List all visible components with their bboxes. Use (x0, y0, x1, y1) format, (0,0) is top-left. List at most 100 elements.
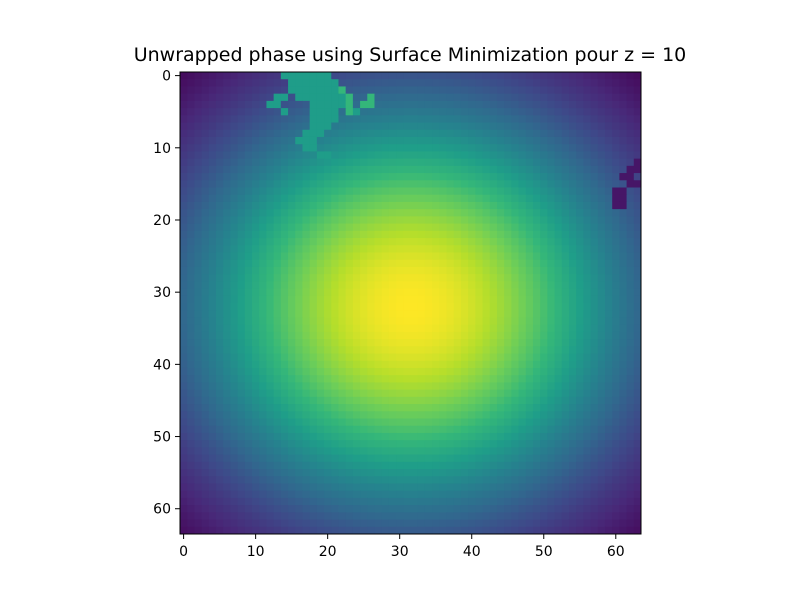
heatmap-cell (633, 432, 642, 441)
heatmap-cell (583, 245, 592, 253)
heatmap-cell (482, 194, 491, 203)
heatmap-cell (367, 274, 375, 282)
heatmap-cell (295, 144, 303, 152)
heatmap-cell (604, 173, 613, 181)
heatmap-cell (230, 216, 239, 225)
heatmap-cell (244, 418, 253, 427)
heatmap-cell (547, 317, 556, 326)
heatmap-cell (410, 382, 419, 391)
heatmap-cell (381, 339, 390, 347)
heatmap-cell (388, 266, 397, 275)
heatmap-cell (612, 86, 620, 95)
heatmap-cell (410, 418, 419, 427)
heatmap-cell (295, 411, 303, 419)
heatmap-cell (345, 238, 354, 246)
heatmap-cell (360, 79, 368, 87)
heatmap-cell (352, 100, 361, 109)
heatmap-cell (511, 505, 520, 513)
heatmap-cell (619, 360, 628, 369)
heatmap-cell (309, 469, 318, 477)
heatmap-cell (576, 129, 584, 138)
heatmap-cell (597, 476, 606, 484)
heatmap-cell (468, 288, 476, 297)
heatmap-cell (460, 310, 469, 318)
heatmap-cell (410, 144, 419, 152)
heatmap-cell (352, 194, 361, 203)
heatmap-cell (417, 194, 426, 203)
heatmap-cell (338, 353, 347, 362)
heatmap-cell (374, 367, 383, 376)
heatmap-cell (410, 310, 419, 318)
heatmap-cell (280, 396, 289, 405)
heatmap-cell (626, 100, 635, 109)
heatmap-cell (273, 281, 282, 290)
heatmap-cell (360, 187, 368, 196)
heatmap-cell (417, 303, 426, 311)
heatmap-cell (187, 512, 195, 521)
heatmap-cell (237, 389, 246, 398)
heatmap-cell (475, 483, 484, 492)
heatmap-cell (216, 310, 224, 318)
heatmap-cell (309, 519, 318, 528)
heatmap-cell (612, 144, 620, 152)
heatmap-cell (367, 187, 375, 196)
heatmap-cell (576, 144, 584, 152)
heatmap-cell (468, 151, 476, 160)
heatmap-cell (280, 367, 289, 376)
heatmap-cell (374, 79, 383, 87)
heatmap-cell (201, 303, 210, 311)
heatmap-cell (540, 223, 548, 232)
heatmap-cell (367, 469, 375, 477)
heatmap-cell (468, 158, 476, 167)
heatmap-cell (489, 505, 498, 513)
heatmap-cell (568, 266, 577, 275)
heatmap-cell (187, 295, 195, 304)
heatmap-cell (338, 526, 347, 535)
heatmap-cell (309, 346, 318, 355)
heatmap-cell (612, 404, 620, 412)
heatmap-cell (201, 173, 210, 181)
heatmap-cell (568, 375, 577, 383)
heatmap-cell (295, 519, 303, 528)
heatmap-cell (280, 461, 289, 470)
heatmap-cell (496, 411, 505, 419)
heatmap-cell (237, 418, 246, 427)
heatmap-cell (532, 331, 541, 340)
heatmap-cell (547, 418, 556, 427)
heatmap-cell (208, 173, 217, 181)
heatmap-cell (338, 497, 347, 506)
heatmap-cell (309, 288, 318, 297)
heatmap-cell (460, 490, 469, 499)
heatmap-cell (403, 360, 411, 369)
heatmap-cell (252, 245, 260, 253)
heatmap-cell (489, 382, 498, 391)
heatmap-cell (604, 418, 613, 427)
heatmap-cell (388, 129, 397, 138)
heatmap-cell (540, 411, 548, 419)
heatmap-cell (619, 86, 628, 95)
heatmap-cell (633, 454, 642, 463)
heatmap-cell (374, 505, 383, 513)
heatmap-cell (604, 144, 613, 152)
heatmap-cell (237, 476, 246, 484)
heatmap-cell (424, 389, 433, 398)
heatmap-cell (352, 353, 361, 362)
heatmap-cell (633, 331, 642, 340)
heatmap-cell (410, 404, 419, 412)
heatmap-cell (424, 158, 433, 167)
heatmap-cell (208, 476, 217, 484)
heatmap-cell (525, 129, 534, 138)
heatmap-cell (633, 165, 642, 174)
heatmap-cell (532, 324, 541, 333)
heatmap-cell (604, 512, 613, 521)
heatmap-cell (604, 469, 613, 477)
heatmap-cell (338, 483, 347, 492)
heatmap-cell (316, 505, 325, 513)
heatmap-cell (417, 346, 426, 355)
heatmap-cell (230, 440, 239, 448)
heatmap-cell (626, 288, 635, 297)
heatmap-cell (525, 505, 534, 513)
heatmap-cell (316, 223, 325, 232)
heatmap-cell (604, 490, 613, 499)
heatmap-cell (367, 194, 375, 203)
